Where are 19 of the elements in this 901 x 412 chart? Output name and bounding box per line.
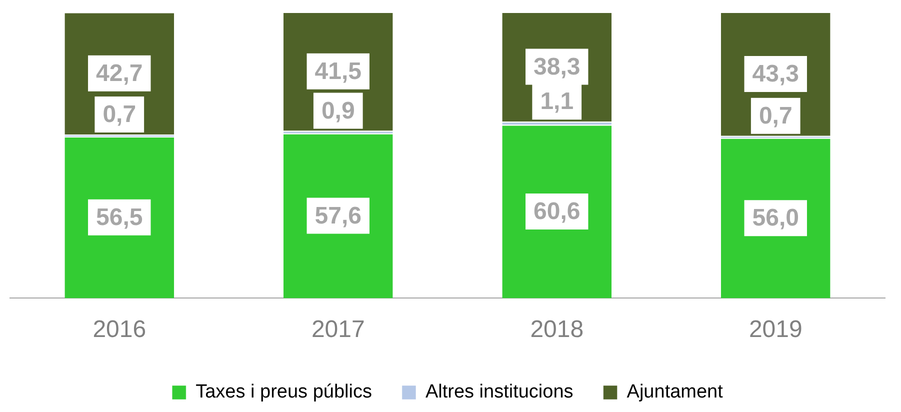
legend-label: Taxes i preus públics [196, 382, 372, 403]
data-label: 56,5 [96, 204, 143, 231]
data-label: 42,7 [96, 60, 143, 88]
x-tick-label: 2016 [92, 316, 146, 344]
data-label: 43,3 [752, 60, 799, 88]
data-label: 0,7 [758, 102, 792, 130]
data-label: 38,3 [534, 53, 580, 80]
x-tick-label: 2018 [530, 316, 584, 344]
x-tick-label: 2019 [748, 316, 802, 344]
legend-label: Altres institucions [425, 382, 574, 403]
x-tick-label: 2017 [311, 316, 365, 344]
data-label: 56,0 [752, 204, 799, 232]
data-label: 60,6 [534, 198, 580, 226]
data-label: 0,9 [321, 97, 355, 124]
data-label: 1,1 [540, 88, 574, 116]
data-label: 57,6 [314, 202, 362, 230]
data-label: 41,5 [314, 58, 362, 86]
data-label: 0,7 [102, 101, 136, 128]
legend-label: Ajuntament [626, 382, 724, 403]
